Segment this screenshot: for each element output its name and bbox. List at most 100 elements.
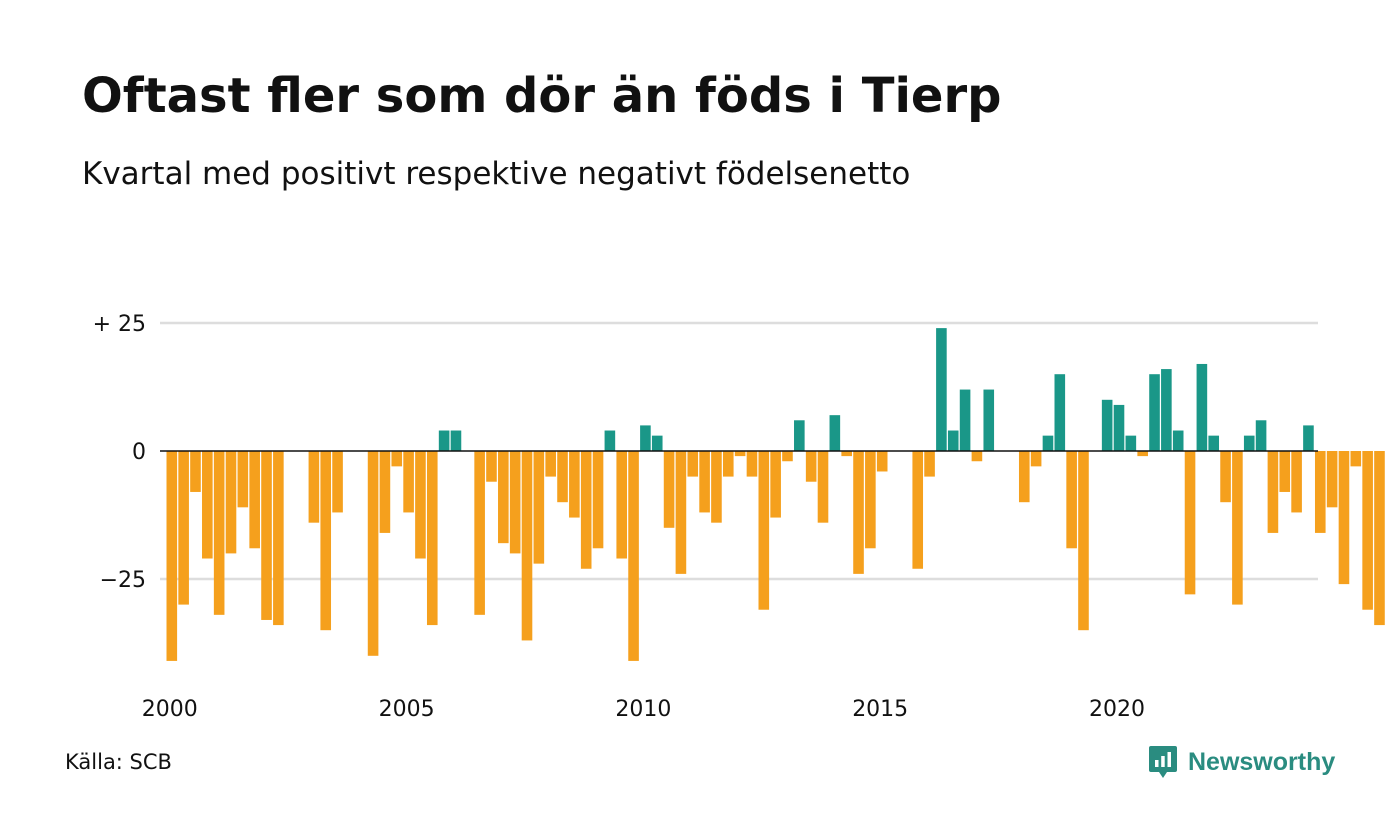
bar-2014K4 bbox=[865, 451, 876, 549]
bar-chart: + 25 0 −25 2000 2005 2010 2015 2020 bbox=[93, 312, 1385, 722]
bar-undefined bbox=[1374, 451, 1385, 626]
bar-2019K1 bbox=[1066, 451, 1077, 549]
source-label: Källa: SCB bbox=[65, 750, 172, 774]
bar-2009K2 bbox=[604, 430, 616, 451]
bar-2007K1 bbox=[498, 451, 509, 544]
bar-2001K1 bbox=[213, 451, 225, 615]
bar-2021K3 bbox=[1184, 451, 1196, 595]
bar-2013K3 bbox=[805, 451, 817, 482]
bar-2014K2 bbox=[841, 451, 852, 457]
bar-2012K3 bbox=[758, 451, 770, 610]
bar-2010K4 bbox=[675, 451, 687, 574]
bar-undefined bbox=[1350, 451, 1362, 467]
bar-2007K3 bbox=[521, 451, 533, 641]
y-tick-label: + 25 bbox=[93, 312, 146, 337]
bar-2011K3 bbox=[711, 451, 722, 523]
bar-2011K4 bbox=[722, 451, 734, 477]
x-tick-label: 2010 bbox=[615, 697, 671, 722]
bar-2002K2 bbox=[273, 451, 284, 626]
bar-2004K2 bbox=[367, 451, 379, 656]
bar-2001K3 bbox=[237, 451, 249, 508]
bar-2004K3 bbox=[379, 451, 391, 533]
bar-2006K4 bbox=[486, 451, 497, 482]
bar-2018K1 bbox=[1018, 451, 1030, 503]
bar-2011K1 bbox=[687, 451, 699, 477]
bar-2012K1 bbox=[734, 451, 746, 457]
bar-2000K4 bbox=[202, 451, 213, 559]
bar-2017K2 bbox=[983, 389, 995, 451]
bar-2005K2 bbox=[415, 451, 426, 559]
bar-2013K4 bbox=[817, 451, 829, 523]
bar-undefined bbox=[1362, 451, 1373, 610]
bar-2008K2 bbox=[557, 451, 568, 503]
bar-2006K3 bbox=[474, 451, 485, 615]
chart-title: Oftast fler som dör än föds i Tierp bbox=[82, 68, 1002, 124]
chart-subtitle: Kvartal med positivt respektive negativt… bbox=[82, 156, 911, 192]
brand-logo: Newsworthy bbox=[1148, 744, 1335, 780]
bar-2010K3 bbox=[663, 451, 675, 528]
axis-labels: + 25 0 −25 2000 2005 2010 2015 2020 bbox=[93, 312, 1318, 722]
bar-2019K2 bbox=[1078, 451, 1089, 631]
bar-2001K2 bbox=[225, 451, 237, 554]
bar-2011K2 bbox=[699, 451, 710, 513]
bar-2000K1 bbox=[166, 451, 178, 661]
bar-2023K2 bbox=[1267, 451, 1279, 533]
bar-2006K1 bbox=[450, 430, 462, 451]
bar-undefined bbox=[1338, 451, 1350, 585]
bar-2020K4 bbox=[1149, 374, 1160, 451]
x-tick-label: 2005 bbox=[379, 697, 435, 722]
bar-2016K1 bbox=[924, 451, 935, 477]
bar-2007K4 bbox=[533, 451, 545, 564]
bar-2021K4 bbox=[1196, 363, 1208, 451]
bar-2020K2 bbox=[1125, 435, 1137, 451]
bar-2003K1 bbox=[308, 451, 320, 523]
bar-2001K4 bbox=[249, 451, 260, 549]
x-tick-label: 2015 bbox=[852, 697, 908, 722]
bar-2002K1 bbox=[261, 451, 272, 620]
bar-2005K4 bbox=[438, 430, 450, 451]
x-tick-label: 2020 bbox=[1089, 697, 1145, 722]
bar-2009K4 bbox=[628, 451, 639, 661]
bar-2023K4 bbox=[1291, 451, 1302, 513]
bar-2015K4 bbox=[912, 451, 924, 569]
bar-2016K3 bbox=[947, 430, 959, 451]
bar-2009K1 bbox=[592, 451, 604, 549]
bar-2017K1 bbox=[971, 451, 983, 462]
bar-2018K4 bbox=[1054, 374, 1066, 451]
bar-2003K3 bbox=[332, 451, 343, 513]
bar-2024K2 bbox=[1314, 451, 1326, 533]
bar-2016K2 bbox=[936, 328, 947, 451]
bar-2022K2 bbox=[1220, 451, 1231, 503]
bar-2018K2 bbox=[1030, 451, 1042, 467]
bar-2013K2 bbox=[794, 420, 805, 451]
bar-2022K3 bbox=[1232, 451, 1243, 605]
bar-2020K3 bbox=[1137, 451, 1148, 457]
bar-2010K1 bbox=[640, 425, 651, 451]
bar-2014K3 bbox=[853, 451, 864, 574]
bar-2012K2 bbox=[746, 451, 758, 477]
bar-2000K2 bbox=[178, 451, 189, 605]
bar-2009K3 bbox=[616, 451, 628, 559]
bar-2020K1 bbox=[1113, 404, 1125, 451]
bar-2008K4 bbox=[580, 451, 592, 569]
bar-2014K1 bbox=[829, 415, 841, 451]
bar-2019K4 bbox=[1101, 399, 1113, 451]
bar-undefined bbox=[1326, 451, 1338, 508]
chart-logo-icon bbox=[1149, 746, 1177, 778]
bar-2015K1 bbox=[876, 451, 888, 472]
bar-2024K1 bbox=[1303, 425, 1314, 451]
bar-2000K3 bbox=[190, 451, 201, 492]
bar-2022K1 bbox=[1208, 435, 1220, 451]
bar-2003K2 bbox=[320, 451, 332, 631]
bar-2016K4 bbox=[959, 389, 971, 451]
bar-2023K3 bbox=[1279, 451, 1291, 492]
bar-2008K1 bbox=[545, 451, 556, 477]
bar-2018K3 bbox=[1042, 435, 1054, 451]
x-tick-label: 2000 bbox=[142, 697, 198, 722]
bar-2013K1 bbox=[782, 451, 793, 462]
bar-2023K1 bbox=[1255, 420, 1267, 451]
bar-2007K2 bbox=[509, 451, 521, 554]
y-tick-label: 0 bbox=[132, 440, 146, 465]
bar-2012K4 bbox=[770, 451, 781, 518]
brand-name: Newsworthy bbox=[1188, 747, 1336, 776]
